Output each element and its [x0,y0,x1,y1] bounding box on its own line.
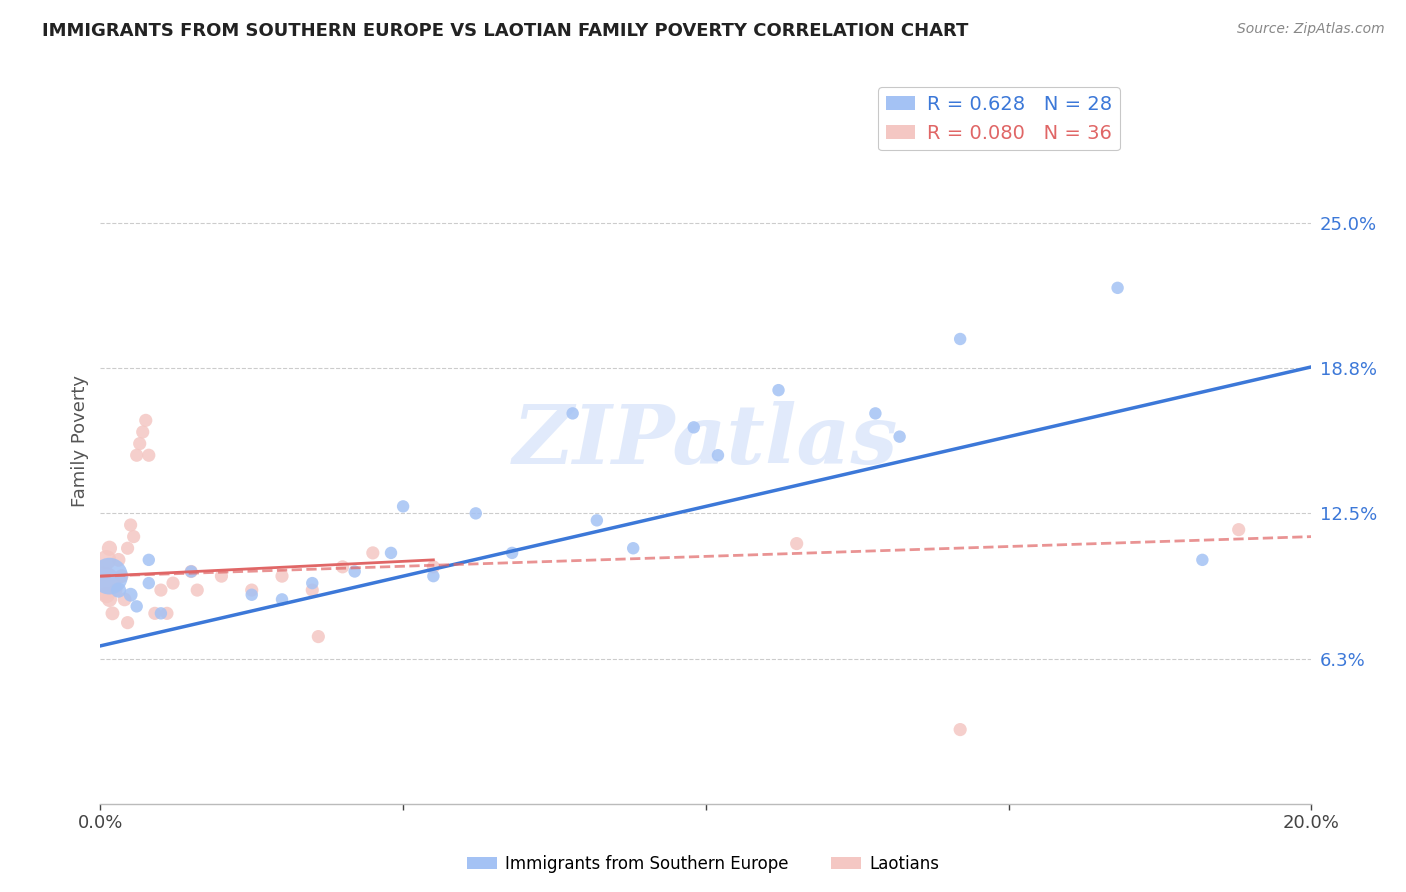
Point [422,559,444,574]
Point [707,448,730,462]
Point [768,383,790,397]
Point [125,448,148,462]
Text: IMMIGRANTS FROM SOUTHERN EUROPE VS LAOTIAN FAMILY POVERTY CORRELATION CHART: IMMIGRANTS FROM SOUTHERN EUROPE VS LAOTI… [42,22,969,40]
Point [1191,553,1213,567]
Point [149,583,172,598]
Point [125,599,148,614]
Point [343,565,366,579]
Point [117,615,139,630]
Point [122,530,145,544]
Point [138,553,160,567]
Point [501,546,523,560]
Point [1227,523,1250,537]
Point [114,592,136,607]
Point [98,541,121,556]
Point [143,607,166,621]
Y-axis label: Family Poverty: Family Poverty [72,375,89,507]
Point [96,588,118,602]
Point [98,569,121,583]
Point [786,536,808,550]
Point [392,500,415,514]
Point [682,420,704,434]
Point [301,583,323,598]
Point [621,541,644,556]
Point [889,430,911,444]
Point [110,569,132,583]
Text: Source: ZipAtlas.com: Source: ZipAtlas.com [1237,22,1385,37]
Point [186,583,208,598]
Point [101,607,124,621]
Point [380,546,402,560]
Point [104,583,127,598]
Point [93,576,115,591]
Point [117,541,139,556]
Point [120,518,142,533]
Point [128,436,150,450]
Point [240,583,263,598]
Point [301,576,323,591]
Legend: R = 0.628   N = 28, R = 0.080   N = 36: R = 0.628 N = 28, R = 0.080 N = 36 [879,87,1121,151]
Point [120,588,142,602]
Point [107,583,129,598]
Point [1107,281,1129,295]
Point [180,565,202,579]
Point [132,425,155,439]
Point [949,723,972,737]
Point [271,592,294,607]
Point [107,553,129,567]
Point [138,448,160,462]
Point [135,413,157,427]
Point [422,569,444,583]
Point [98,592,121,607]
Point [240,588,263,602]
Point [211,569,233,583]
Point [464,507,486,521]
Text: ZIPatlas: ZIPatlas [513,401,898,481]
Point [361,546,384,560]
Point [949,332,972,346]
Point [156,607,179,621]
Point [307,630,329,644]
Point [149,607,172,621]
Point [180,565,202,579]
Point [332,559,354,574]
Point [162,576,184,591]
Legend: Immigrants from Southern Europe, Laotians: Immigrants from Southern Europe, Laotian… [460,848,946,880]
Point [865,406,887,420]
Point [271,569,294,583]
Point [561,406,583,420]
Point [586,513,609,527]
Point [96,553,118,567]
Point [138,576,160,591]
